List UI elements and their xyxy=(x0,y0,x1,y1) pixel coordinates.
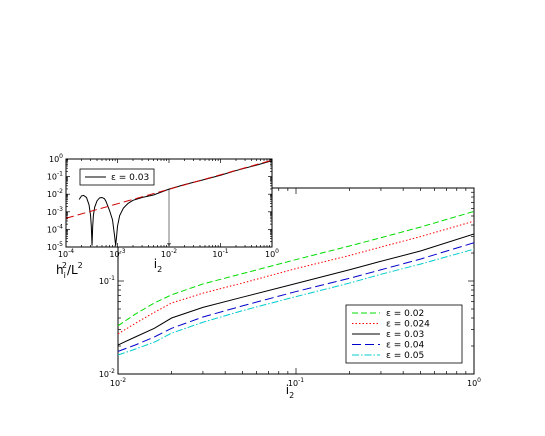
main-series-4-line xyxy=(118,248,474,356)
x-tick-label: 10-1 xyxy=(212,248,228,259)
inset-legend-box xyxy=(79,168,155,186)
main-series-group xyxy=(118,210,474,356)
x-tick-label: 10-4 xyxy=(58,248,74,259)
y-tick-label: 100 xyxy=(49,153,63,164)
inset-x-axis-label: i2 xyxy=(154,257,162,274)
main-series-0-line xyxy=(118,210,474,327)
inset-series-group xyxy=(66,159,272,246)
inset-ticks xyxy=(65,159,272,248)
y-tick-label: 10-2 xyxy=(99,368,115,379)
legend-label-2: ε = 0.03 xyxy=(386,330,424,340)
inset-plot: 10-4 10-3 10-2 10-1 10010010-110-210-310-410… xyxy=(47,153,279,274)
legend-label-3: ε = 0.04 xyxy=(386,341,424,351)
main-series-3-line xyxy=(118,242,474,352)
y-axis-label: hi2/L2 xyxy=(56,261,83,280)
y-tick-label: 10-2 xyxy=(47,188,63,199)
y-tick-label: 10-4 xyxy=(47,223,63,234)
x-tick-label: 10-3 xyxy=(109,248,125,259)
y-tick-label: 10-5 xyxy=(47,241,63,252)
x-axis-label: i2 xyxy=(286,383,294,400)
legend-label-1: ε = 0.024 xyxy=(386,320,430,330)
inset-legend: ε = 0.03 xyxy=(79,168,155,186)
marker-arrow xyxy=(167,243,171,247)
y-tick-label: 10-1 xyxy=(99,275,115,286)
x-tick-label: 100 xyxy=(467,377,481,388)
y-tick-label: 10-1 xyxy=(47,171,63,182)
x-tick-label: 100 xyxy=(265,248,279,259)
x-tick-label: 10-2 xyxy=(161,248,177,259)
y-tick-label: 10-3 xyxy=(47,206,63,217)
inset-legend-label: ε = 0.03 xyxy=(111,173,149,183)
x-tick-label: 10-2 xyxy=(110,377,126,388)
main-series-2-line xyxy=(118,233,474,346)
legend-label-0: ε = 0.02 xyxy=(386,309,424,319)
legend-label-4: ε = 0.05 xyxy=(386,351,424,361)
x-tick-label: 10-1 xyxy=(288,377,304,388)
